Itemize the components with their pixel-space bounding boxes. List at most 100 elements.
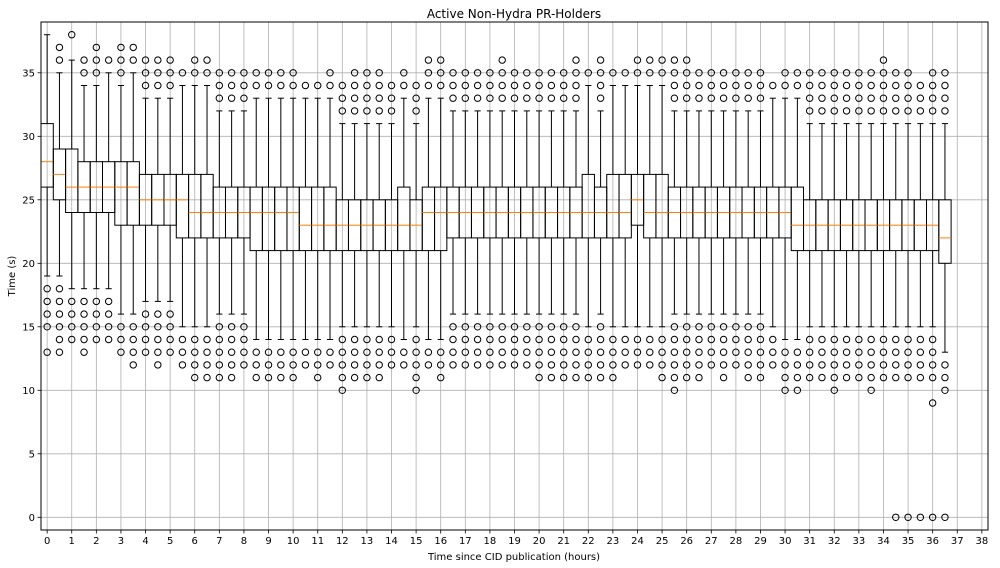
- flier-point: [277, 373, 285, 382]
- flier-point: [227, 335, 236, 344]
- x-tick-label: 30: [779, 536, 792, 547]
- flier-point: [141, 56, 150, 64]
- flier-point: [326, 81, 334, 90]
- flier-point: [486, 335, 494, 344]
- flier-point: [879, 69, 888, 77]
- flier-point: [92, 297, 101, 306]
- box-9.5: [274, 69, 288, 382]
- x-tick-label: 14: [385, 536, 398, 547]
- box-20.5: [544, 69, 559, 382]
- flier-point: [289, 373, 297, 382]
- flier-point: [240, 361, 248, 369]
- x-tick-label: 34: [877, 536, 890, 547]
- y-tick-label: 0: [29, 513, 35, 524]
- flier-point: [793, 361, 802, 369]
- flier-point: [928, 107, 937, 115]
- box-25.5: [667, 56, 682, 394]
- flier-point: [424, 348, 433, 356]
- flier-point: [867, 348, 875, 356]
- flier-point: [769, 361, 777, 369]
- flier-point: [227, 361, 236, 369]
- box-26.5: [692, 69, 706, 382]
- box-34: [876, 56, 891, 382]
- box-29.5: [766, 81, 780, 369]
- flier-point: [141, 348, 150, 356]
- flier-point: [879, 81, 888, 90]
- flier-point: [793, 69, 802, 77]
- flier-point: [215, 323, 224, 331]
- flier-point: [412, 348, 420, 356]
- flier-point: [166, 56, 174, 64]
- flier-point: [252, 361, 260, 369]
- flier-point: [203, 69, 211, 77]
- flier-point: [412, 386, 420, 394]
- flier-point: [892, 513, 900, 521]
- flier-point: [670, 323, 679, 331]
- flier-point: [793, 81, 802, 90]
- x-tick-label: 28: [730, 536, 743, 547]
- flier-point: [670, 335, 679, 344]
- x-tick-label: 8: [241, 536, 247, 547]
- flier-point: [338, 107, 347, 115]
- x-tick-label: 3: [118, 536, 124, 547]
- flier-point: [535, 361, 543, 369]
- flier-point: [867, 335, 875, 344]
- flier-point: [547, 348, 556, 356]
- flier-point: [707, 69, 715, 77]
- flier-point: [400, 69, 408, 77]
- flier-point: [68, 323, 76, 331]
- flier-point: [695, 94, 703, 102]
- x-tick-label: 15: [410, 536, 423, 547]
- box-30.5: [790, 69, 805, 394]
- box-22.5: [593, 56, 608, 382]
- box-3.5: [126, 43, 140, 369]
- flier-point: [498, 348, 506, 356]
- flier-point: [682, 348, 691, 356]
- flier-point: [744, 373, 752, 382]
- box-19: [507, 69, 522, 369]
- flier-point: [756, 373, 765, 382]
- flier-point: [203, 335, 211, 344]
- flier-point: [916, 361, 925, 369]
- flier-point: [375, 81, 383, 90]
- y-tick-label: 35: [22, 68, 35, 79]
- flier-point: [510, 335, 519, 344]
- flier-point: [867, 94, 875, 102]
- flier-point: [928, 513, 937, 521]
- flier-point: [510, 69, 519, 77]
- flier-point: [707, 348, 715, 356]
- x-tick-label: 23: [607, 536, 620, 547]
- flier-point: [916, 94, 925, 102]
- flier-point: [129, 348, 137, 356]
- flier-point: [277, 361, 285, 369]
- flier-point: [166, 310, 174, 318]
- flier-point: [350, 361, 359, 369]
- flier-point: [596, 348, 605, 356]
- flier-point: [129, 43, 137, 52]
- flier-point: [805, 348, 814, 356]
- flier-point: [338, 81, 347, 90]
- flier-point: [412, 107, 420, 115]
- flier-point: [916, 81, 925, 90]
- flier-point: [437, 69, 445, 77]
- flier-point: [412, 361, 420, 369]
- x-tick-label: 1: [69, 536, 75, 547]
- flier-point: [338, 373, 347, 382]
- flier-point: [781, 386, 789, 394]
- flier-point: [609, 361, 617, 369]
- box-1: [65, 31, 79, 344]
- flier-point: [510, 81, 519, 90]
- flier-point: [178, 69, 187, 77]
- flier-point: [928, 81, 937, 90]
- flier-point: [744, 81, 752, 90]
- box-35: [901, 69, 915, 521]
- flier-point: [682, 335, 691, 344]
- flier-point: [363, 335, 371, 344]
- flier-point: [363, 348, 371, 356]
- flier-point: [584, 361, 592, 369]
- flier-point: [191, 361, 199, 369]
- flier-point: [830, 107, 838, 115]
- x-tick-label: 22: [582, 536, 595, 547]
- flier-point: [559, 81, 568, 90]
